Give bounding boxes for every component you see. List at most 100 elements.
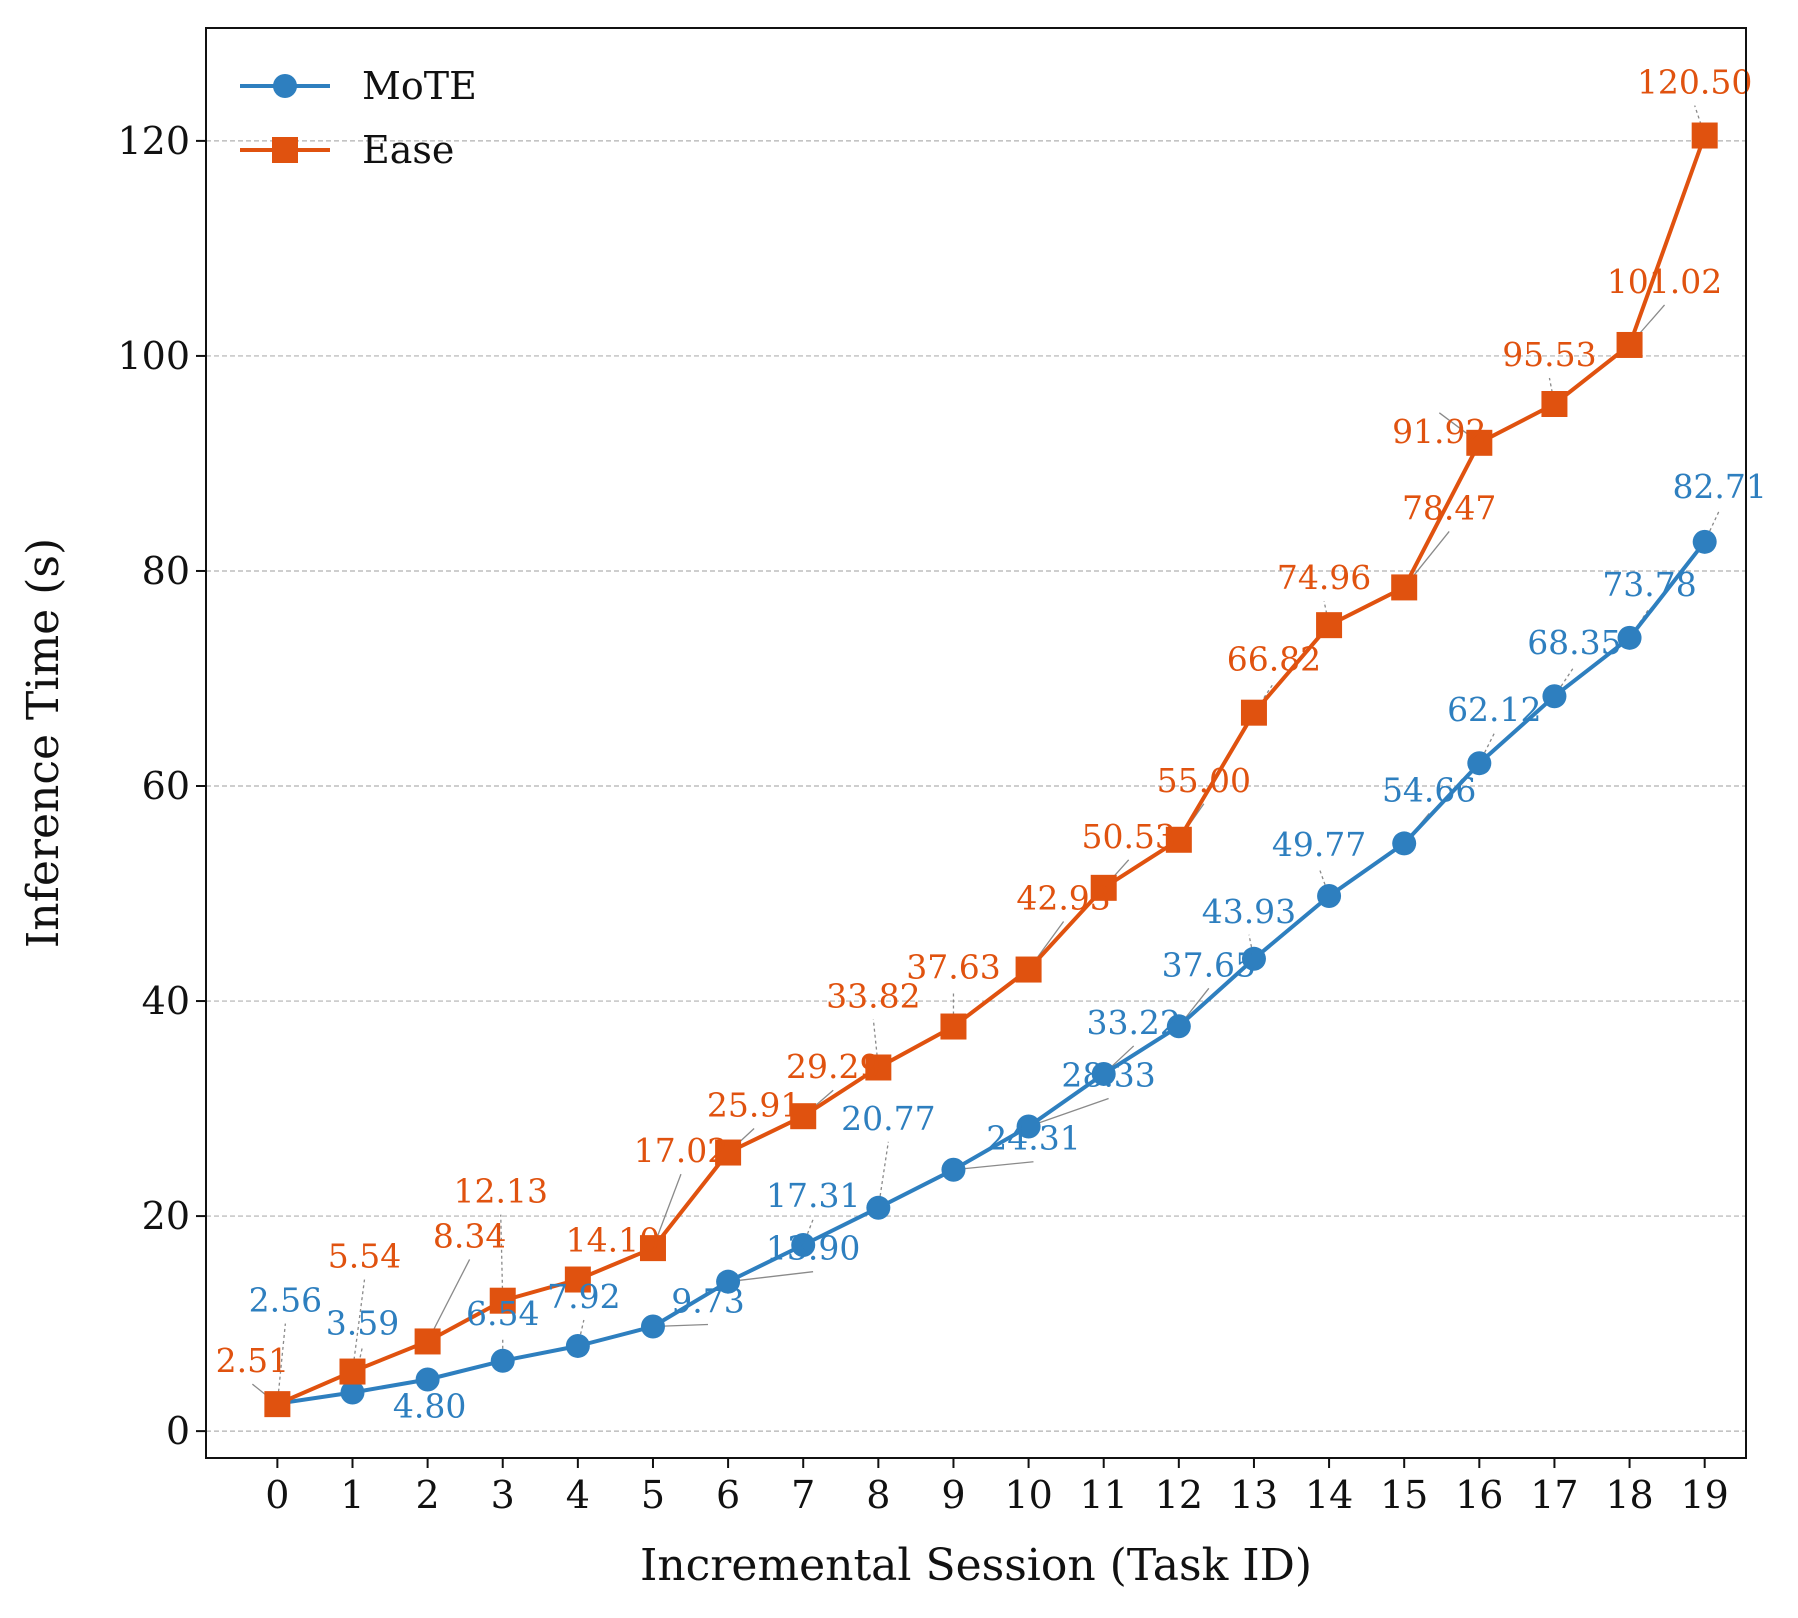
data-label: 7.92 — [547, 1277, 620, 1316]
x-tick-label: 2 — [416, 1473, 440, 1517]
data-point — [1392, 831, 1417, 856]
x-tick-label: 8 — [866, 1473, 890, 1517]
data-label: 20.77 — [841, 1099, 935, 1138]
data-point — [1466, 429, 1493, 456]
data-point — [489, 1287, 516, 1314]
y-tick-label: 60 — [142, 764, 190, 808]
x-tick-label: 7 — [791, 1473, 815, 1517]
data-label: 68.35 — [1527, 623, 1621, 662]
y-tick-label: 40 — [142, 979, 190, 1023]
legend-item-ease: Ease — [240, 128, 454, 172]
x-tick-label: 5 — [641, 1473, 665, 1517]
data-label: 9.73 — [671, 1282, 744, 1321]
data-label: 37.63 — [906, 948, 1000, 987]
data-label: 66.82 — [1227, 640, 1321, 679]
data-point — [1090, 874, 1117, 901]
x-tick-label: 12 — [1155, 1473, 1203, 1517]
series-layer — [264, 122, 1718, 1418]
y-tick-label: 0 — [166, 1409, 190, 1453]
label-leader — [877, 1141, 889, 1208]
data-label: 95.53 — [1502, 335, 1596, 374]
data-point — [490, 1348, 515, 1373]
gridlines — [206, 140, 1746, 1432]
label-leader — [276, 1323, 287, 1404]
data-label: 54.66 — [1382, 770, 1476, 809]
data-label: 14.10 — [566, 1221, 660, 1260]
data-label: 49.77 — [1272, 825, 1366, 864]
x-axis: 0 1 2 3 4 5 6 7 8 9 10 11 12 13 14 15 16 17 18 19 — [265, 1458, 1729, 1517]
y-axis-title: Inference Time (s) — [18, 538, 69, 948]
data-point — [1317, 883, 1342, 908]
x-tick-label: 19 — [1681, 1473, 1729, 1517]
x-tick-label: 3 — [491, 1473, 515, 1517]
data-label: 29.29 — [786, 1047, 880, 1086]
x-tick-label: 11 — [1080, 1473, 1128, 1517]
data-point — [639, 1235, 666, 1262]
data-label: 43.93 — [1202, 892, 1296, 931]
label-leader — [953, 1161, 1034, 1171]
data-point — [1166, 1014, 1191, 1039]
y-tick-label: 120 — [117, 119, 190, 163]
data-point — [716, 1269, 741, 1294]
x-tick-label: 10 — [1004, 1473, 1052, 1517]
x-tick-label: 0 — [265, 1473, 289, 1517]
data-label: 50.53 — [1081, 817, 1175, 856]
data-label: 17.02 — [634, 1131, 728, 1170]
data-label: 8.34 — [433, 1216, 506, 1255]
data-label: 2.51 — [216, 1341, 289, 1380]
data-point — [866, 1195, 891, 1220]
data-point — [1617, 625, 1642, 650]
x-tick-label: 13 — [1230, 1473, 1278, 1517]
data-point — [564, 1266, 591, 1293]
data-label: 33.22 — [1086, 1003, 1180, 1042]
data-point — [791, 1233, 816, 1258]
data-point — [640, 1314, 665, 1339]
data-label: 2.56 — [249, 1281, 322, 1320]
data-point — [1616, 331, 1643, 358]
data-label: 101.02 — [1607, 262, 1722, 301]
data-label: 6.54 — [466, 1294, 539, 1333]
legend-marker — [272, 137, 298, 163]
data-label: 42.93 — [1016, 879, 1110, 918]
label-leader — [427, 1259, 471, 1342]
data-label: 12.13 — [453, 1172, 547, 1211]
x-tick-label: 9 — [941, 1473, 965, 1517]
x-tick-label: 17 — [1530, 1473, 1578, 1517]
data-label: 62.12 — [1447, 690, 1541, 729]
legend-marker — [273, 74, 297, 98]
label-leader — [1248, 934, 1255, 959]
x-axis-title: Incremental Session (Task ID) — [640, 1540, 1312, 1591]
data-point — [1316, 612, 1343, 639]
label-leader — [728, 1271, 814, 1283]
label-leader — [802, 1218, 814, 1246]
data-point — [865, 1054, 892, 1081]
data-point — [1165, 826, 1192, 853]
data-point — [264, 1391, 291, 1418]
x-tick-label: 6 — [716, 1473, 740, 1517]
x-tick-label: 14 — [1305, 1473, 1353, 1517]
data-point — [1391, 574, 1418, 601]
plot-frame — [205, 27, 1747, 1459]
data-label: 91.92 — [1392, 412, 1486, 451]
data-label: 13.90 — [766, 1229, 860, 1268]
data-label: 120.50 — [1637, 63, 1752, 102]
data-label: 4.80 — [393, 1387, 466, 1426]
label-leader — [1694, 105, 1706, 136]
data-label: 37.65 — [1162, 945, 1256, 984]
data-labels: 2.563.59 4.80 6.54 7.92 9.73 13.90 17.31 20.77 2… — [216, 63, 1767, 1426]
series-ease — [264, 122, 1718, 1418]
y-tick-label: 20 — [142, 1194, 190, 1238]
data-point — [1541, 390, 1568, 417]
data-point — [940, 1013, 967, 1040]
data-label: 55.00 — [1157, 761, 1251, 800]
y-axis: 0 20 40 60 80 100 120 — [117, 119, 206, 1453]
data-label: 25.91 — [707, 1086, 801, 1125]
data-label: 28.33 — [1061, 1056, 1155, 1095]
data-point — [415, 1367, 440, 1392]
x-tick-label: 16 — [1455, 1473, 1503, 1517]
x-tick-label: 18 — [1605, 1473, 1653, 1517]
label-leader — [577, 1319, 585, 1347]
data-label: 74.96 — [1277, 558, 1371, 597]
